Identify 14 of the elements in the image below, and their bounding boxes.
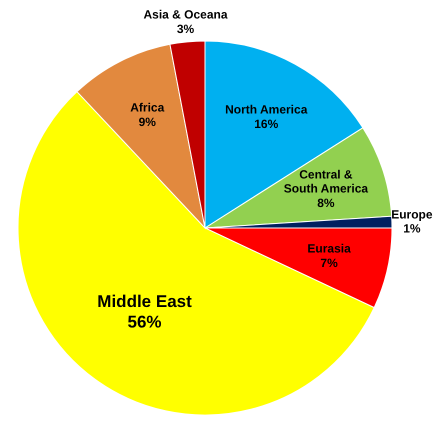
data-label: 3%: [176, 22, 195, 36]
slice-label: Eurasia: [307, 242, 352, 256]
slice-label: Europe: [391, 207, 433, 222]
data-label: 16%: [254, 116, 279, 131]
data-label: 8%: [317, 196, 335, 210]
data-label: 7%: [320, 256, 338, 270]
slice-label: Africa: [130, 100, 165, 114]
slice-label: North America: [225, 102, 308, 116]
slice-label: Middle East: [97, 292, 192, 311]
data-label: 1%: [403, 222, 421, 236]
slice-label: Asia & Oceana: [143, 8, 228, 22]
data-label: 9%: [138, 114, 156, 129]
data-label: 56%: [128, 312, 162, 331]
slice-label: Central & South America: [284, 167, 368, 196]
